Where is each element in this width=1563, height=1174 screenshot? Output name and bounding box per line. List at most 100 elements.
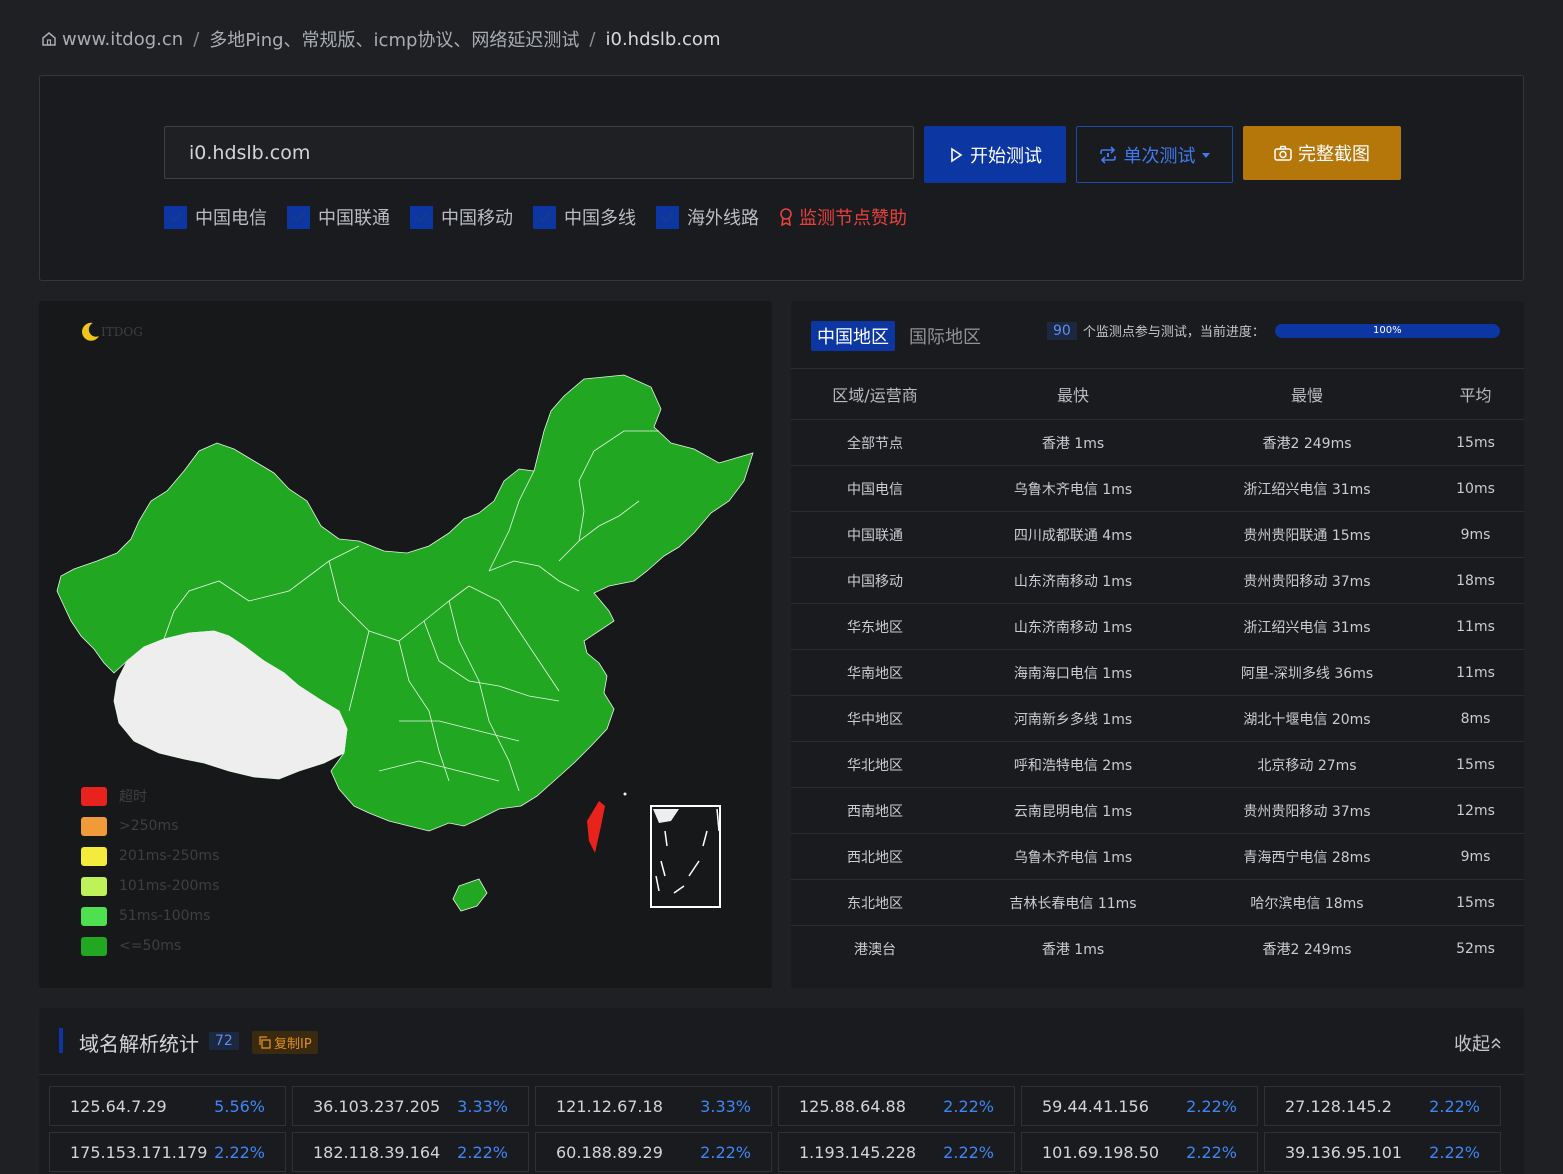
ip-cell[interactable]: 27.128.145.2 2.22% bbox=[1264, 1086, 1501, 1126]
checkbox-checked-icon[interactable] bbox=[410, 205, 433, 229]
sponsor-link[interactable]: 监测节点赞助 bbox=[779, 204, 907, 230]
legend-label: 201ms-250ms bbox=[119, 848, 220, 864]
ip-cell[interactable]: 182.118.39.164 2.22% bbox=[292, 1132, 529, 1172]
map-region-taiwan bbox=[587, 801, 605, 853]
itdog-logo: ITDOG bbox=[79, 321, 143, 343]
ip-address: 175.153.171.179 bbox=[70, 1142, 208, 1162]
domain-input[interactable] bbox=[164, 126, 914, 179]
cell-region: 华东地区 bbox=[791, 603, 959, 650]
repeat-icon bbox=[1099, 145, 1116, 164]
col-fastest: 最快 bbox=[959, 368, 1187, 420]
cell-average: 15ms bbox=[1427, 419, 1524, 466]
ip-percentage: 2.22% bbox=[1429, 1142, 1480, 1162]
checkbox-checked-icon[interactable] bbox=[287, 205, 310, 229]
legend-over-250[interactable]: >250ms bbox=[81, 811, 219, 841]
dns-header: 域名解析统计 72 复制IP 收起 bbox=[39, 1008, 1524, 1075]
legend-51-100[interactable]: 51ms-100ms bbox=[81, 901, 219, 931]
checkbox-checked-icon[interactable] bbox=[164, 205, 187, 229]
filter-telecom[interactable]: 中国电信 bbox=[164, 204, 267, 230]
table-row: 华中地区 河南新乡多线 1ms 湖北十堰电信 20ms 8ms bbox=[791, 695, 1524, 742]
start-test-button[interactable]: 开始测试 bbox=[924, 126, 1066, 183]
test-mode-dropdown[interactable]: 单次测试 bbox=[1076, 126, 1233, 183]
china-map[interactable] bbox=[39, 301, 772, 988]
ip-percentage: 2.22% bbox=[457, 1142, 508, 1162]
legend-swatch bbox=[81, 936, 107, 956]
legend-label: >250ms bbox=[119, 818, 179, 834]
cell-region: 西北地区 bbox=[791, 833, 959, 880]
table-row: 中国移动 山东济南移动 1ms 贵州贵阳移动 37ms 18ms bbox=[791, 557, 1524, 604]
ip-percentage: 2.22% bbox=[943, 1142, 994, 1162]
cell-slowest: 贵州贵阳移动 37ms bbox=[1187, 557, 1427, 604]
ip-percentage: 3.33% bbox=[457, 1096, 508, 1116]
checkbox-checked-icon[interactable] bbox=[533, 205, 556, 229]
ip-cell[interactable]: 1.193.145.228 2.22% bbox=[778, 1132, 1015, 1172]
ip-cell[interactable]: 125.64.7.29 5.56% bbox=[49, 1086, 286, 1126]
tab-china[interactable]: 中国地区 bbox=[811, 321, 895, 351]
cell-average: 9ms bbox=[1427, 833, 1524, 880]
legend-swatch bbox=[81, 816, 107, 836]
copy-ip-button[interactable]: 复制IP bbox=[252, 1031, 318, 1054]
chevron-up-icon bbox=[1491, 1037, 1501, 1049]
breadcrumb-current: i0.hdslb.com bbox=[605, 28, 721, 50]
filter-overseas[interactable]: 海外线路 bbox=[656, 204, 759, 230]
cell-fastest: 香港 1ms bbox=[1041, 941, 1105, 958]
filter-label: 中国联通 bbox=[318, 208, 390, 229]
ip-grid: 125.64.7.29 5.56% 36.103.237.205 3.33% 121.1… bbox=[49, 1086, 1501, 1172]
filter-unicom[interactable]: 中国联通 bbox=[287, 204, 390, 230]
cell-average: 52ms bbox=[1456, 940, 1495, 957]
node-count-badge: 90 bbox=[1047, 321, 1077, 340]
section-marker bbox=[59, 1028, 63, 1053]
cell-region: 中国电信 bbox=[791, 465, 959, 512]
tab-international[interactable]: 国际地区 bbox=[909, 327, 981, 348]
cell-fastest: 海南海口电信 1ms bbox=[959, 649, 1187, 696]
ip-percentage: 2.22% bbox=[700, 1142, 751, 1162]
ip-cell[interactable]: 39.136.95.101 2.22% bbox=[1264, 1132, 1501, 1172]
cell-fastest: 云南昆明电信 1ms bbox=[959, 787, 1187, 834]
ip-percentage: 5.56% bbox=[214, 1096, 265, 1116]
collapse-toggle[interactable]: 收起 bbox=[1454, 1030, 1502, 1056]
table-row: 中国联通 四川成都联通 4ms 贵州贵阳联通 15ms 9ms bbox=[791, 511, 1524, 558]
start-test-label: 开始测试 bbox=[970, 145, 1042, 167]
cell-region: 西南地区 bbox=[791, 787, 959, 834]
ip-cell[interactable]: 175.153.171.179 2.22% bbox=[49, 1132, 286, 1172]
cell-average: 11ms bbox=[1427, 649, 1524, 696]
breadcrumb-home-link[interactable]: www.itdog.cn bbox=[62, 28, 184, 50]
cell-fastest: 山东济南移动 1ms bbox=[959, 557, 1187, 604]
ip-cell[interactable]: 60.188.89.29 2.22% bbox=[535, 1132, 772, 1172]
ip-cell[interactable]: 101.69.198.50 2.22% bbox=[1021, 1132, 1258, 1172]
cell-average: 15ms bbox=[1427, 879, 1524, 926]
legend-swatch bbox=[81, 786, 107, 806]
cell-slowest: 香港2 249ms bbox=[1262, 941, 1352, 958]
cell-fastest: 香港 1ms bbox=[959, 419, 1187, 466]
home-icon[interactable] bbox=[40, 30, 58, 48]
filter-mobile[interactable]: 中国移动 bbox=[410, 204, 513, 230]
filter-multiline[interactable]: 中国多线 bbox=[533, 204, 636, 230]
cell-region: 港澳台 bbox=[854, 941, 896, 958]
cell-average: 12ms bbox=[1427, 787, 1524, 834]
cell-region: 中国联通 bbox=[791, 511, 959, 558]
ip-cell[interactable]: 59.44.41.156 2.22% bbox=[1021, 1086, 1258, 1126]
ip-address: 1.193.145.228 bbox=[799, 1142, 917, 1162]
ip-cell[interactable]: 125.88.64.88 2.22% bbox=[778, 1086, 1015, 1126]
legend-timeout[interactable]: 超时 bbox=[81, 781, 219, 811]
legend-under-50[interactable]: <=50ms bbox=[81, 931, 219, 961]
logo-text: ITDOG bbox=[101, 325, 143, 339]
stats-table: 区域/运营商 最快 最慢 平均 全部节点 香港 1ms 香港2 249ms 15ms 中… bbox=[791, 368, 1524, 972]
checkbox-checked-icon[interactable] bbox=[656, 205, 679, 229]
legend-101-200[interactable]: 101ms-200ms bbox=[81, 871, 219, 901]
moon-logo-icon bbox=[82, 322, 99, 341]
cell-slowest: 贵州贵阳联通 15ms bbox=[1187, 511, 1427, 558]
legend-201-250[interactable]: 201ms-250ms bbox=[81, 841, 219, 871]
cell-average: 8ms bbox=[1427, 695, 1524, 742]
ip-cell[interactable]: 36.103.237.205 3.33% bbox=[292, 1086, 529, 1126]
south-china-sea-inset bbox=[650, 805, 721, 908]
cell-slowest: 北京移动 27ms bbox=[1187, 741, 1427, 788]
ip-address: 60.188.89.29 bbox=[556, 1142, 663, 1162]
progress-label: 100% bbox=[1373, 324, 1402, 336]
progress-bar-fill bbox=[1274, 323, 1500, 338]
ip-address: 125.88.64.88 bbox=[799, 1096, 906, 1116]
full-screenshot-button[interactable]: 完整截图 bbox=[1243, 126, 1401, 180]
breadcrumb-section-link[interactable]: 多地Ping、常规版、icmp协议、网络延迟测试 bbox=[209, 30, 580, 51]
ip-cell[interactable]: 121.12.67.18 3.33% bbox=[535, 1086, 772, 1126]
filter-label: 中国多线 bbox=[564, 208, 636, 229]
